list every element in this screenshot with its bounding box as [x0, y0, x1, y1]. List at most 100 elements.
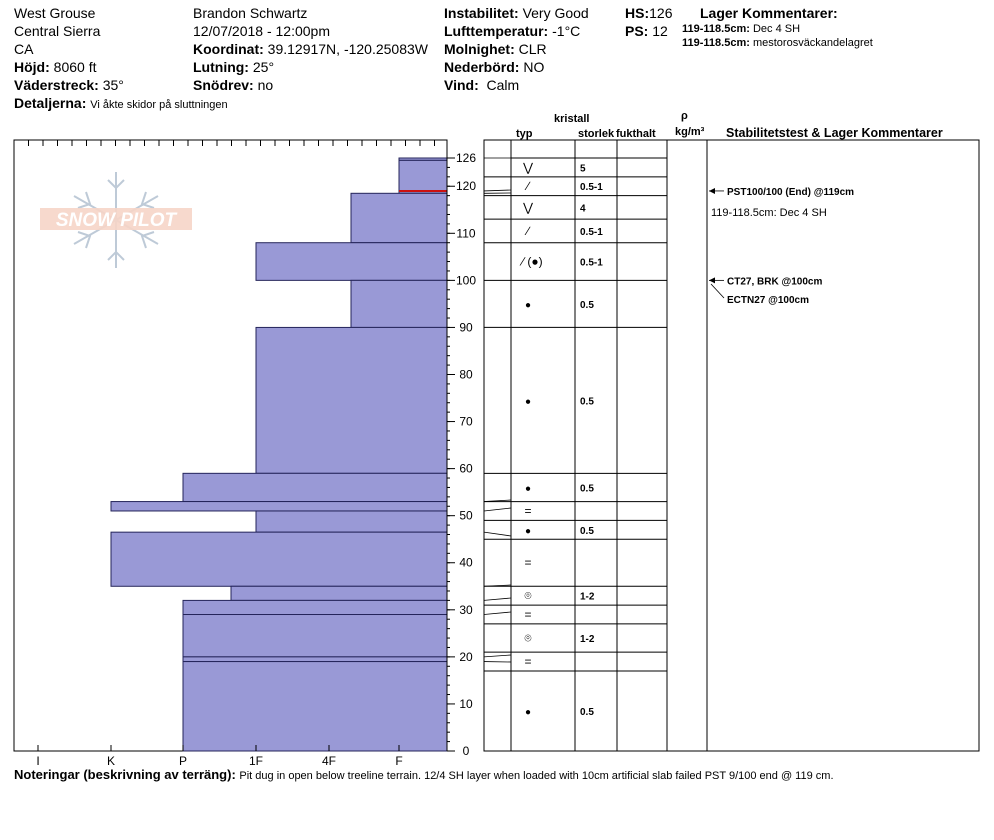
depth-tick-label: 126 [456, 151, 476, 165]
layer-grain-size: 0.5-1 [580, 182, 603, 193]
depth-tick-label: 50 [459, 509, 473, 523]
pit-depth: PS: 12 [625, 23, 668, 39]
depth-tick-label: 40 [459, 556, 473, 570]
layer-grain-size: 1-2 [580, 634, 595, 645]
snowdrift: Snödrev: no [193, 77, 274, 93]
stability-arrow-head [709, 187, 715, 194]
layer-grain-size: 4 [580, 203, 586, 214]
state: CA [14, 41, 34, 57]
layer-comment-2: 119-118.5cm: mestorosväckandelagret [682, 37, 873, 49]
layer-grain-type-icon: ⋁ [522, 200, 533, 214]
layer-grain-size: 0.5 [580, 707, 594, 718]
layer-grain-type-icon: ● [525, 526, 531, 537]
cloud-cover: Molnighet: CLR [444, 41, 547, 57]
hardness-bar [350, 192, 448, 244]
layer-table-frame [483, 139, 980, 752]
depth-connector [483, 584, 512, 587]
instability: Instabilitet: Very Good [444, 5, 589, 21]
layer-grain-type-icon: ⋁ [522, 160, 533, 174]
stability-result-ct: CT27, BRK @100cm [727, 276, 822, 287]
layer-grain-size: 0.5 [580, 526, 594, 537]
layer-comments-title: Lager Kommentarer: [700, 5, 838, 21]
range: Central Sierra [14, 23, 101, 39]
stability-layer-comment: 119-118.5cm: Dec 4 SH [711, 207, 827, 219]
layer-grain-size: 0.5 [580, 300, 594, 311]
hardness-bar [350, 279, 448, 328]
layer-grain-type-icon: = [524, 556, 531, 570]
depth-tick-label: 30 [459, 603, 473, 617]
col-moisture: fukthalt [616, 128, 656, 140]
hardness-bar [255, 242, 448, 281]
datetime: 12/07/2018 - 12:00pm [193, 23, 330, 39]
layer-grain-type-icon: = [524, 504, 531, 518]
layer-grain-type-icon: ⌾ [524, 589, 531, 603]
hardness-bar [255, 510, 448, 533]
layer-grain-type-icon: ∕ [524, 179, 531, 193]
air-temperature: Lufttemperatur: -1°C [444, 23, 581, 39]
col-stability: Stabilitetstest & Lager Kommentarer [726, 126, 943, 140]
hardness-tick-label: K [107, 754, 115, 768]
depth-connector [483, 597, 512, 601]
depth-connector [483, 654, 512, 658]
layer-grain-type-icon: ● [525, 300, 531, 311]
stability-result-pst: PST100/100 (End) @119cm [727, 187, 854, 198]
layer-grain-size: 0.5-1 [580, 258, 603, 269]
layer-grain-type-icon: ⌾ [524, 631, 531, 645]
location: West Grouse [14, 5, 96, 21]
layer-grain-type-icon: = [524, 608, 531, 622]
hardness-bar [182, 472, 448, 503]
col-density: kg/m³ [675, 126, 705, 138]
hardness-tick-label: 4F [322, 754, 336, 768]
depth-connector [483, 507, 512, 512]
hardness-bar [110, 531, 448, 587]
stability-arrow [710, 283, 725, 299]
hardness-bar [182, 599, 448, 616]
layer-grain-type-icon: ● [525, 707, 531, 718]
depth-tick-label: 90 [459, 320, 473, 334]
notes: Noteringar (beskrivning av terräng): Pit… [14, 767, 834, 782]
depth-tick-label: 80 [459, 367, 473, 381]
depth-connector [483, 189, 512, 192]
col-crystal: kristall [554, 113, 590, 125]
hardness-tick-label: F [395, 754, 402, 768]
layer-grain-type-icon: ∕ (●) [519, 255, 543, 269]
depth-tick-label: 70 [459, 415, 473, 429]
layer-comment-1: 119-118.5cm: Dec 4 SH [682, 23, 801, 35]
hardness-bar [230, 585, 448, 601]
slope: Lutning: 25° [193, 59, 275, 75]
depth-tick-label: 10 [459, 697, 473, 711]
depth-connector [483, 499, 512, 502]
layer-grain-type-icon: ● [525, 483, 531, 494]
hardness-bar [255, 326, 448, 474]
layer-grain-size: 0.5 [580, 396, 594, 407]
col-size: storlek [578, 128, 615, 140]
hardness-bar [182, 656, 448, 663]
snowpilot-logo: SNOW PILOT [40, 172, 192, 268]
details: Detaljerna: Vi åkte skidor på sluttninge… [14, 95, 228, 111]
aspect: Väderstreck: 35° [14, 77, 124, 93]
wind: Vind: Calm [444, 77, 520, 93]
hardness-tick-label: 1F [249, 754, 263, 768]
depth-connector [483, 531, 512, 537]
hardness-tick-label: I [36, 754, 39, 768]
logo-text: SNOW PILOT [56, 210, 178, 231]
depth-tick-label: 100 [456, 273, 476, 287]
layer-grain-size: 1-2 [580, 592, 595, 603]
depth-tick-label: 120 [456, 179, 476, 193]
depth-tick-label: 60 [459, 462, 473, 476]
coordinates: Koordinat: 39.12917N, -120.25083W [193, 41, 428, 57]
hardness-bar [182, 614, 448, 658]
layer-grain-size: 0.5 [580, 483, 594, 494]
observer: Brandon Schwartz [193, 5, 308, 21]
layer-grain-type-icon: ● [525, 396, 531, 407]
hardness-tick-label: P [179, 754, 187, 768]
layer-grain-type-icon: = [524, 655, 531, 669]
hardness-bar [182, 661, 448, 752]
depth-tick-label: 0 [463, 744, 470, 758]
snow-height: HS:126 [625, 5, 673, 21]
layer-grain-size: 0.5-1 [580, 227, 603, 238]
hardness-bar [110, 501, 448, 512]
col-rho: ρ [681, 110, 688, 122]
layer-grain-type-icon: ∕ [524, 224, 531, 238]
